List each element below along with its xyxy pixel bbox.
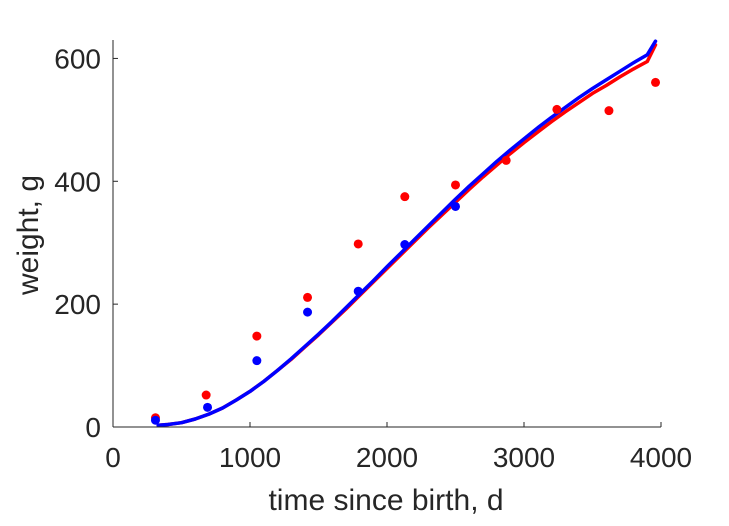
red-data-point (400, 192, 410, 202)
blue-data-point (353, 286, 363, 296)
x-ticks (112, 422, 662, 427)
blue-data-point (252, 356, 262, 366)
blue-data-point (150, 415, 160, 425)
red-data-point (451, 180, 460, 190)
red-data-point (501, 155, 511, 165)
red-data-point (552, 104, 562, 114)
x-tick-label: 2000 (356, 442, 418, 473)
plot-lines (156, 39, 658, 427)
y-tick-labels: 0 200 400 600 (54, 43, 101, 443)
blue-data-point (451, 201, 460, 211)
x-axis-label: time since birth, d (268, 484, 503, 517)
red-data-point (651, 77, 661, 87)
y-ticks (113, 57, 118, 428)
red-data-point (353, 239, 363, 249)
blue-data-point (203, 402, 213, 412)
red-data-point (252, 331, 262, 341)
y-tick-label: 200 (54, 289, 101, 320)
y-axis-label: weight, g (12, 175, 45, 296)
y-tick-label: 400 (54, 166, 101, 197)
plot-points (150, 77, 661, 425)
x-tick-labels: 0 1000 2000 3000 4000 (105, 442, 692, 473)
red-fit-line (156, 43, 658, 427)
x-tick-label: 4000 (630, 442, 692, 473)
red-data-point (604, 106, 614, 116)
y-tick-label: 0 (85, 412, 101, 443)
x-tick-label: 3000 (493, 442, 555, 473)
axes: 0 1000 2000 3000 4000 0 200 400 600 (54, 40, 692, 473)
x-tick-label: 1000 (219, 442, 281, 473)
blue-data-point (400, 240, 410, 250)
x-tick-label: 0 (105, 442, 121, 473)
y-tick-label: 600 (54, 43, 101, 74)
blue-data-point (303, 307, 313, 317)
red-data-point (201, 390, 211, 400)
blue-fit-line (156, 39, 658, 427)
red-data-point (303, 292, 313, 302)
